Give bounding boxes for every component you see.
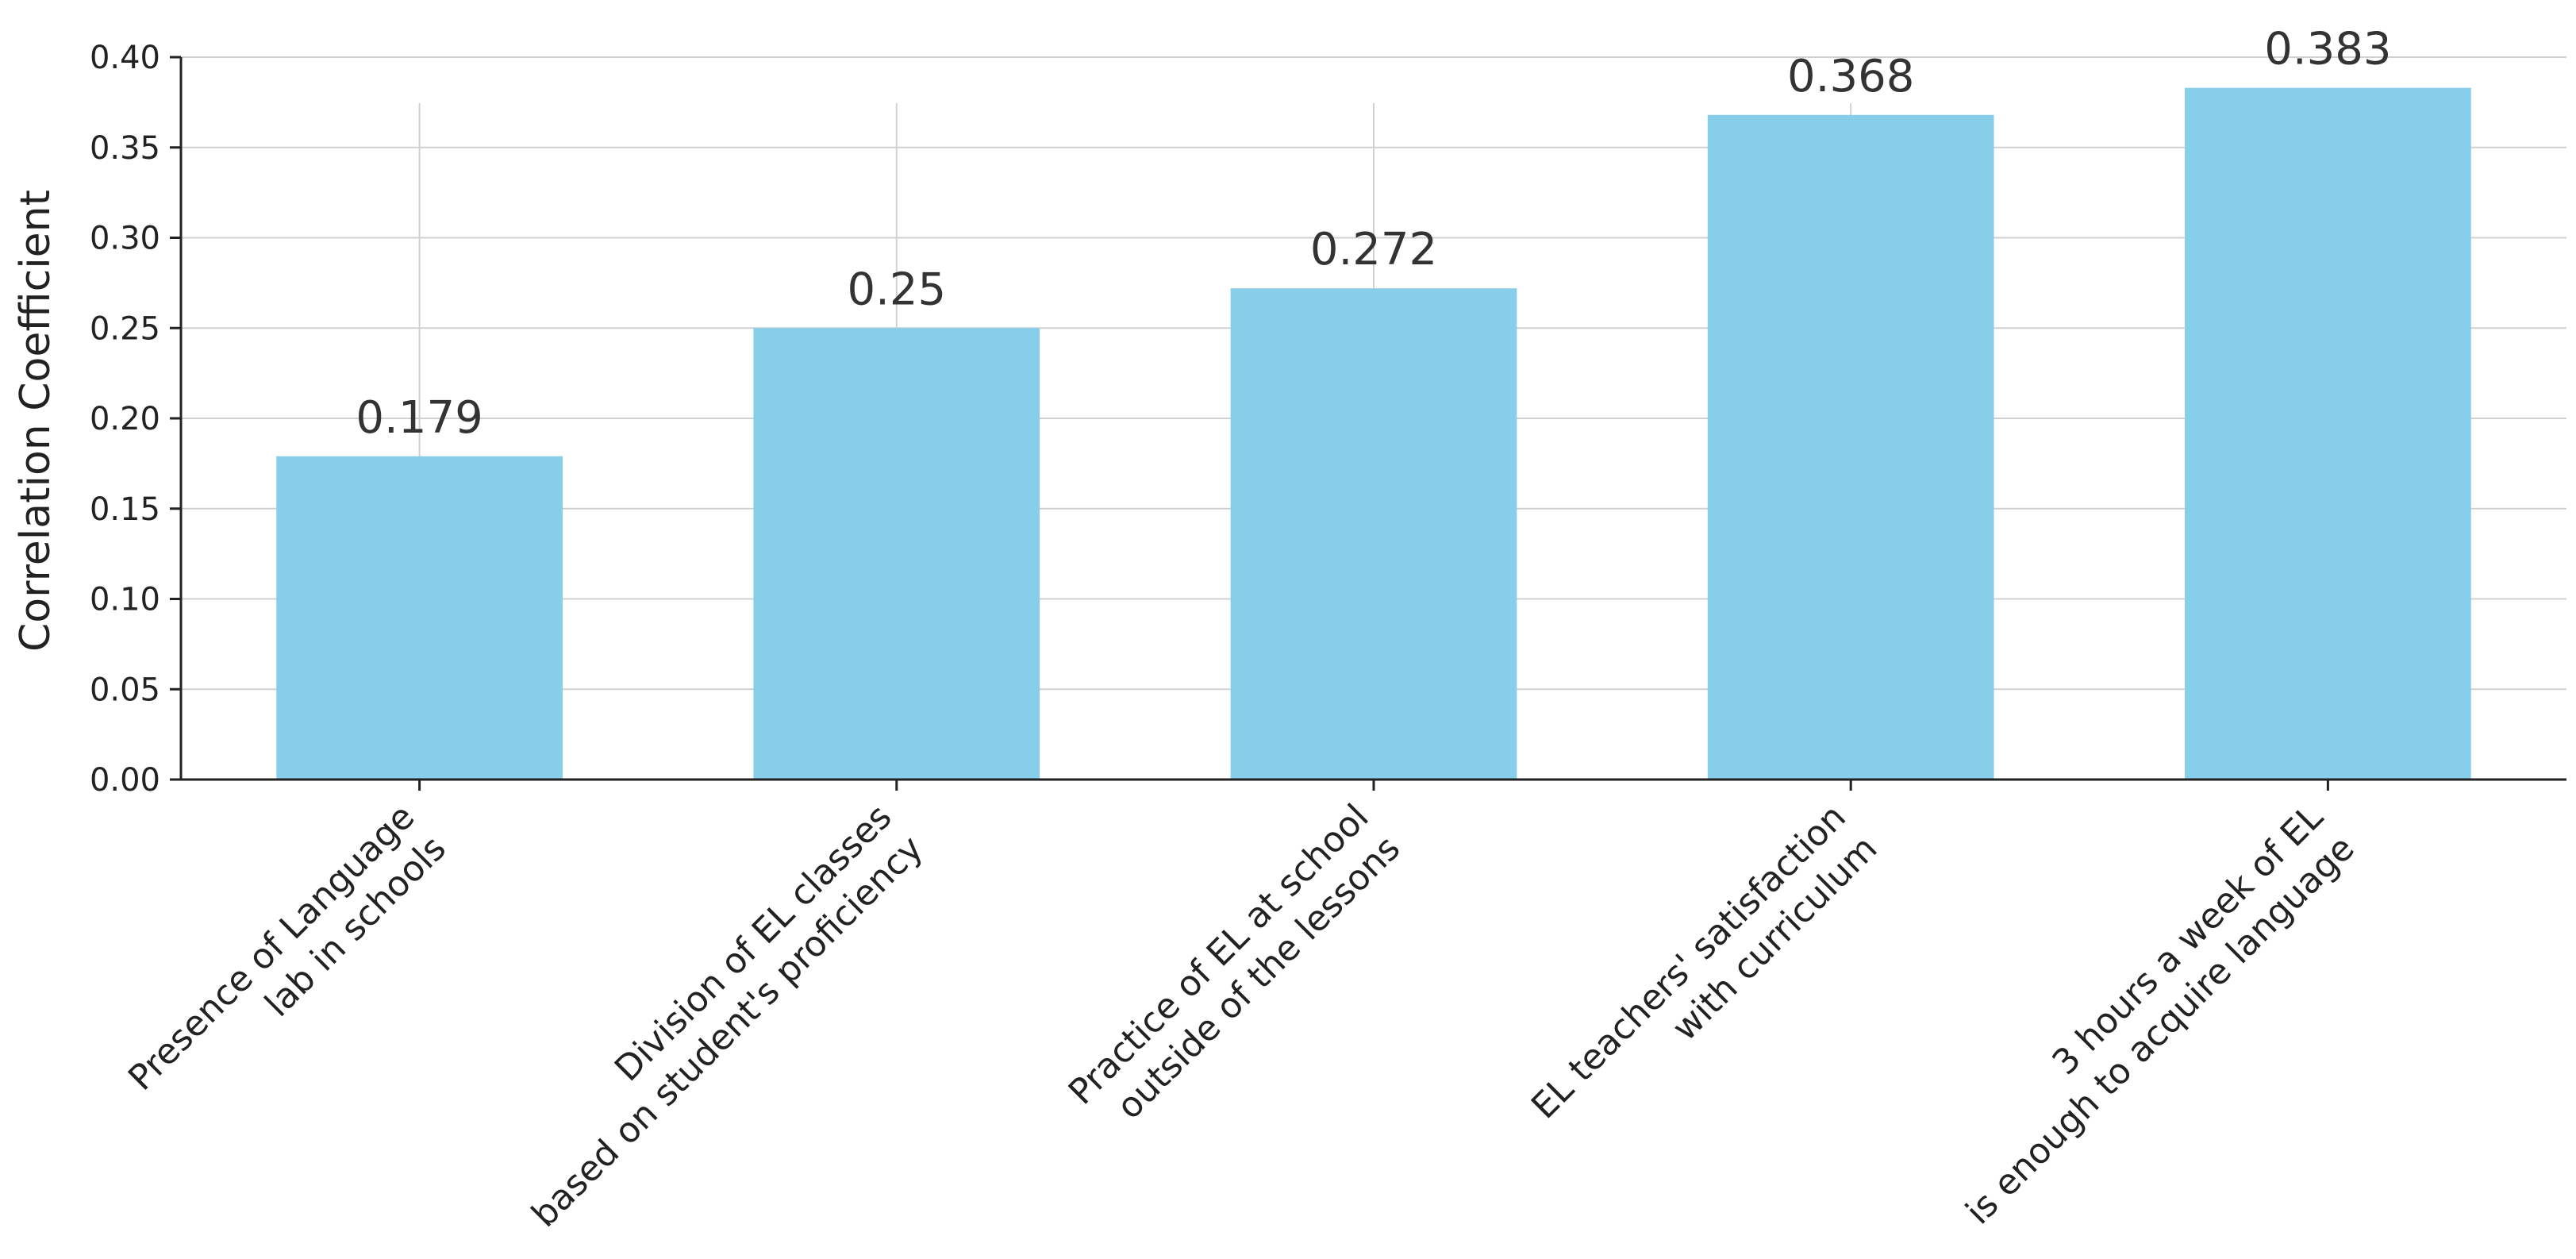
x-tick-label-line: outside of the lessons <box>1109 828 1409 1127</box>
y-tick-label: 0.00 <box>90 762 160 799</box>
bar <box>2185 87 2471 780</box>
x-tick-label-line: Division of EL classes <box>607 797 900 1090</box>
y-axis-title: Correlation Coefficient <box>12 190 60 652</box>
y-tick-label: 0.10 <box>90 582 160 618</box>
bar-value-label: 0.179 <box>356 392 483 444</box>
x-tick-label-line: 3 hours a week of EL <box>2044 796 2331 1083</box>
axis-layer <box>170 56 2566 791</box>
bar-layer <box>276 87 2471 780</box>
bar-value-label: 0.383 <box>2264 24 2391 75</box>
y-tick-label: 0.05 <box>90 672 160 708</box>
bar-value-label: 0.272 <box>1310 224 1437 275</box>
bar <box>276 456 563 780</box>
x-tick-label-line: is enough to acquire language <box>1958 828 2362 1232</box>
x-tick-label-line: Presence of Language <box>121 797 422 1099</box>
bar <box>753 328 1040 780</box>
y-tick-label: 0.15 <box>90 491 160 528</box>
x-tick-label-line: based on student's proficiency <box>524 828 931 1235</box>
bar-value-label: 0.25 <box>847 264 946 315</box>
y-tick-label: 0.30 <box>90 221 160 257</box>
x-tick-label-line: Practice of EL at school <box>1061 797 1377 1113</box>
bar <box>1707 114 1994 780</box>
y-tick-label: 0.40 <box>90 40 160 76</box>
bar <box>1230 288 1517 780</box>
y-tick-label: 0.25 <box>90 310 160 347</box>
bar-value-label: 0.368 <box>1787 51 1914 102</box>
y-tick-label: 0.20 <box>90 401 160 437</box>
y-tick-label: 0.35 <box>90 130 160 167</box>
x-tick-label-line: EL teachers' satisfaction <box>1524 797 1854 1127</box>
